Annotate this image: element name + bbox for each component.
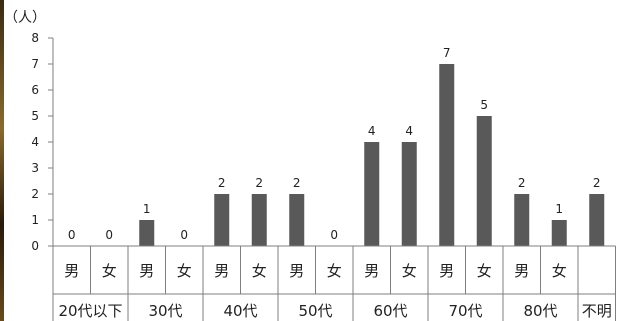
- age-group-label: 40代: [223, 302, 257, 320]
- photo-edge-strip: [0, 0, 4, 321]
- y-tick-labels: 0 1 2 3 4 5 6 7 8: [31, 31, 39, 253]
- axes: [48, 37, 54, 247]
- y-tick-label: 1: [31, 213, 39, 227]
- y-tick-label: 5: [31, 109, 39, 123]
- category-table: 男 女 男 女 男 女 男 女 男 女 男 女 男 女 20代以下 30代 40代 50代 60代 70代 80代 不明: [52, 245, 616, 321]
- value-label: 2: [218, 176, 226, 190]
- age-group-label: 80代: [523, 302, 557, 320]
- y-tick-label: 6: [31, 83, 39, 97]
- sex-label: 男: [439, 262, 454, 280]
- sex-label: 女: [402, 262, 417, 280]
- bar: [251, 194, 267, 246]
- value-label: 0: [105, 228, 113, 242]
- age-group-label: 70代: [448, 302, 482, 320]
- value-label: 4: [368, 124, 376, 138]
- value-label: 2: [293, 176, 301, 190]
- value-label: 1: [143, 202, 151, 216]
- age-group-label: 不明: [582, 302, 612, 320]
- bar: [439, 64, 455, 246]
- value-label: 2: [518, 176, 526, 190]
- y-tick-label: 2: [31, 187, 39, 201]
- value-label: 7: [443, 46, 451, 60]
- y-tick-label: 8: [31, 31, 39, 45]
- sex-label: 女: [177, 262, 192, 280]
- value-label: 2: [255, 176, 263, 190]
- value-label: 4: [405, 124, 413, 138]
- bar: [364, 142, 380, 246]
- bar: [551, 220, 567, 246]
- age-group-label: 30代: [148, 302, 182, 320]
- y-axis-unit-label: （人）: [4, 10, 46, 26]
- bar: [289, 194, 305, 246]
- value-label: 0: [68, 228, 76, 242]
- y-tick-label: 3: [31, 161, 39, 175]
- sex-label: 男: [214, 262, 229, 280]
- sex-label: 女: [252, 262, 267, 280]
- value-label: 0: [330, 228, 338, 242]
- bar: [214, 194, 230, 246]
- bar: [476, 116, 492, 246]
- sex-label: 女: [327, 262, 342, 280]
- value-label: 2: [593, 176, 601, 190]
- sex-label: 女: [102, 262, 117, 280]
- value-labels: 0 0 1 0 2 2 2 0 4 4 7 5 2 1 2: [68, 46, 601, 242]
- y-tick-label: 4: [31, 135, 39, 149]
- sex-label: 男: [514, 262, 529, 280]
- value-label: 5: [480, 98, 488, 112]
- sex-label: 男: [139, 262, 154, 280]
- bar: [401, 142, 417, 246]
- bar: [139, 220, 155, 246]
- sex-label: 男: [289, 262, 304, 280]
- y-tick-label: 0: [31, 239, 39, 253]
- age-group-label: 60代: [373, 302, 407, 320]
- bars: [139, 64, 605, 246]
- age-group-label: 20代以下: [58, 302, 122, 320]
- bar: [589, 194, 605, 246]
- sex-label: 女: [552, 262, 567, 280]
- sex-label: 男: [64, 262, 79, 280]
- y-tick-label: 7: [31, 57, 39, 71]
- sex-label: 女: [477, 262, 492, 280]
- value-label: 1: [555, 202, 563, 216]
- age-group-label: 50代: [298, 302, 332, 320]
- sex-label: 男: [364, 262, 379, 280]
- value-label: 0: [180, 228, 188, 242]
- bar: [514, 194, 530, 246]
